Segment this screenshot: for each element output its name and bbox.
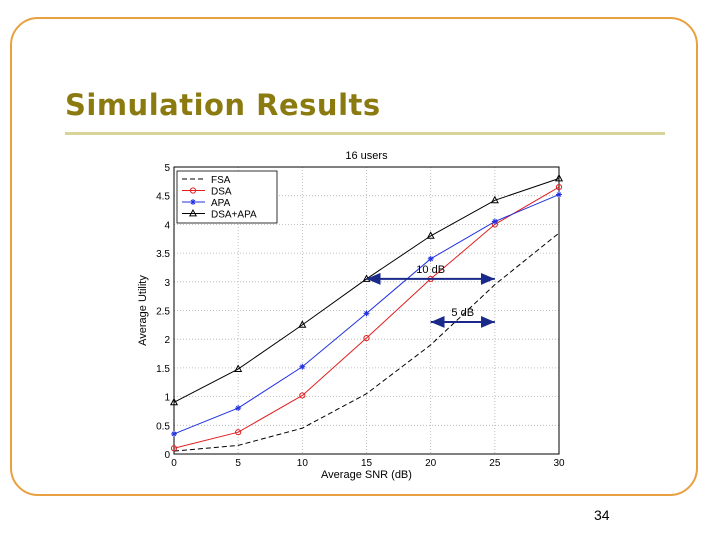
data-point-dsa-apa bbox=[234, 364, 243, 372]
legend-marker-dsa-apa bbox=[188, 208, 198, 217]
data-point-apa bbox=[171, 430, 177, 437]
page-number: 34 bbox=[594, 507, 610, 523]
data-point-dsa bbox=[363, 334, 370, 342]
annotations: 10 dB 5 dB bbox=[366, 264, 495, 328]
x-tick-label: 25 bbox=[489, 458, 501, 469]
plot-area-border bbox=[173, 166, 560, 455]
data-point-dsa bbox=[235, 429, 242, 436]
y-tick-label: 5 bbox=[164, 163, 170, 174]
legend-marker-apa bbox=[190, 199, 196, 205]
series-line-fsa bbox=[173, 232, 560, 452]
legend-box bbox=[176, 170, 278, 224]
x-tick-label: 10 bbox=[297, 458, 309, 469]
slide-title: Simulation Results bbox=[65, 88, 381, 122]
data-point-apa bbox=[427, 255, 434, 262]
data-point-dsa-apa bbox=[426, 231, 435, 239]
y-tick-label: 4.5 bbox=[156, 192, 170, 203]
data-point-dsa-apa bbox=[298, 320, 307, 328]
legend-label-apa: APA bbox=[211, 198, 231, 209]
y-tick-label: 1 bbox=[164, 393, 170, 404]
y-tick-label: 3.5 bbox=[156, 249, 170, 260]
data-point-dsa bbox=[555, 183, 563, 191]
legend-label-fsa: FSA bbox=[211, 175, 231, 186]
data-point-apa bbox=[363, 310, 370, 317]
legend-label-dsa-apa: DSA+APA bbox=[211, 210, 257, 221]
y-tick-label: 1.5 bbox=[156, 364, 170, 375]
x-tick-label: 0 bbox=[171, 458, 177, 469]
x-axis-label: Average SNR (dB) bbox=[321, 469, 412, 481]
chart-title: 16 users bbox=[345, 150, 388, 162]
y-tick-label: 0.5 bbox=[156, 421, 170, 432]
slide-frame bbox=[10, 17, 698, 496]
y-tick-label: 0 bbox=[164, 450, 170, 461]
data-point-dsa-apa bbox=[169, 397, 179, 406]
axis-ticks: 0 5 10 15 20 25 30 0 0.5 1 1.5 2 2.5 3 3.5 4 4.5 5 bbox=[156, 163, 565, 469]
y-tick-label: 4 bbox=[164, 220, 170, 231]
y-tick-label: 2 bbox=[164, 335, 170, 346]
x-tick-label: 20 bbox=[425, 458, 437, 469]
data-point-dsa bbox=[299, 392, 306, 399]
y-tick-label: 3 bbox=[164, 278, 170, 289]
data-point-apa bbox=[299, 363, 306, 370]
annotation-label: 10 dB bbox=[416, 264, 445, 276]
x-tick-label: 30 bbox=[553, 458, 565, 469]
x-tick-label: 15 bbox=[361, 458, 373, 469]
data-point-apa bbox=[235, 405, 242, 412]
y-tick-label: 2.5 bbox=[156, 307, 170, 318]
data-point-dsa-apa bbox=[554, 173, 564, 182]
annotation-label: 5 dB bbox=[451, 307, 474, 319]
data-point-apa bbox=[556, 191, 562, 198]
title-rule bbox=[65, 132, 665, 135]
data-point-dsa-apa bbox=[490, 195, 499, 204]
data-point-dsa bbox=[170, 445, 178, 452]
y-axis-label: Average Utility bbox=[137, 275, 149, 346]
legend-label-dsa: DSA bbox=[211, 187, 232, 198]
data-point-apa bbox=[491, 218, 498, 225]
x-tick-label: 5 bbox=[235, 458, 241, 469]
legend-marker-dsa bbox=[189, 187, 197, 194]
